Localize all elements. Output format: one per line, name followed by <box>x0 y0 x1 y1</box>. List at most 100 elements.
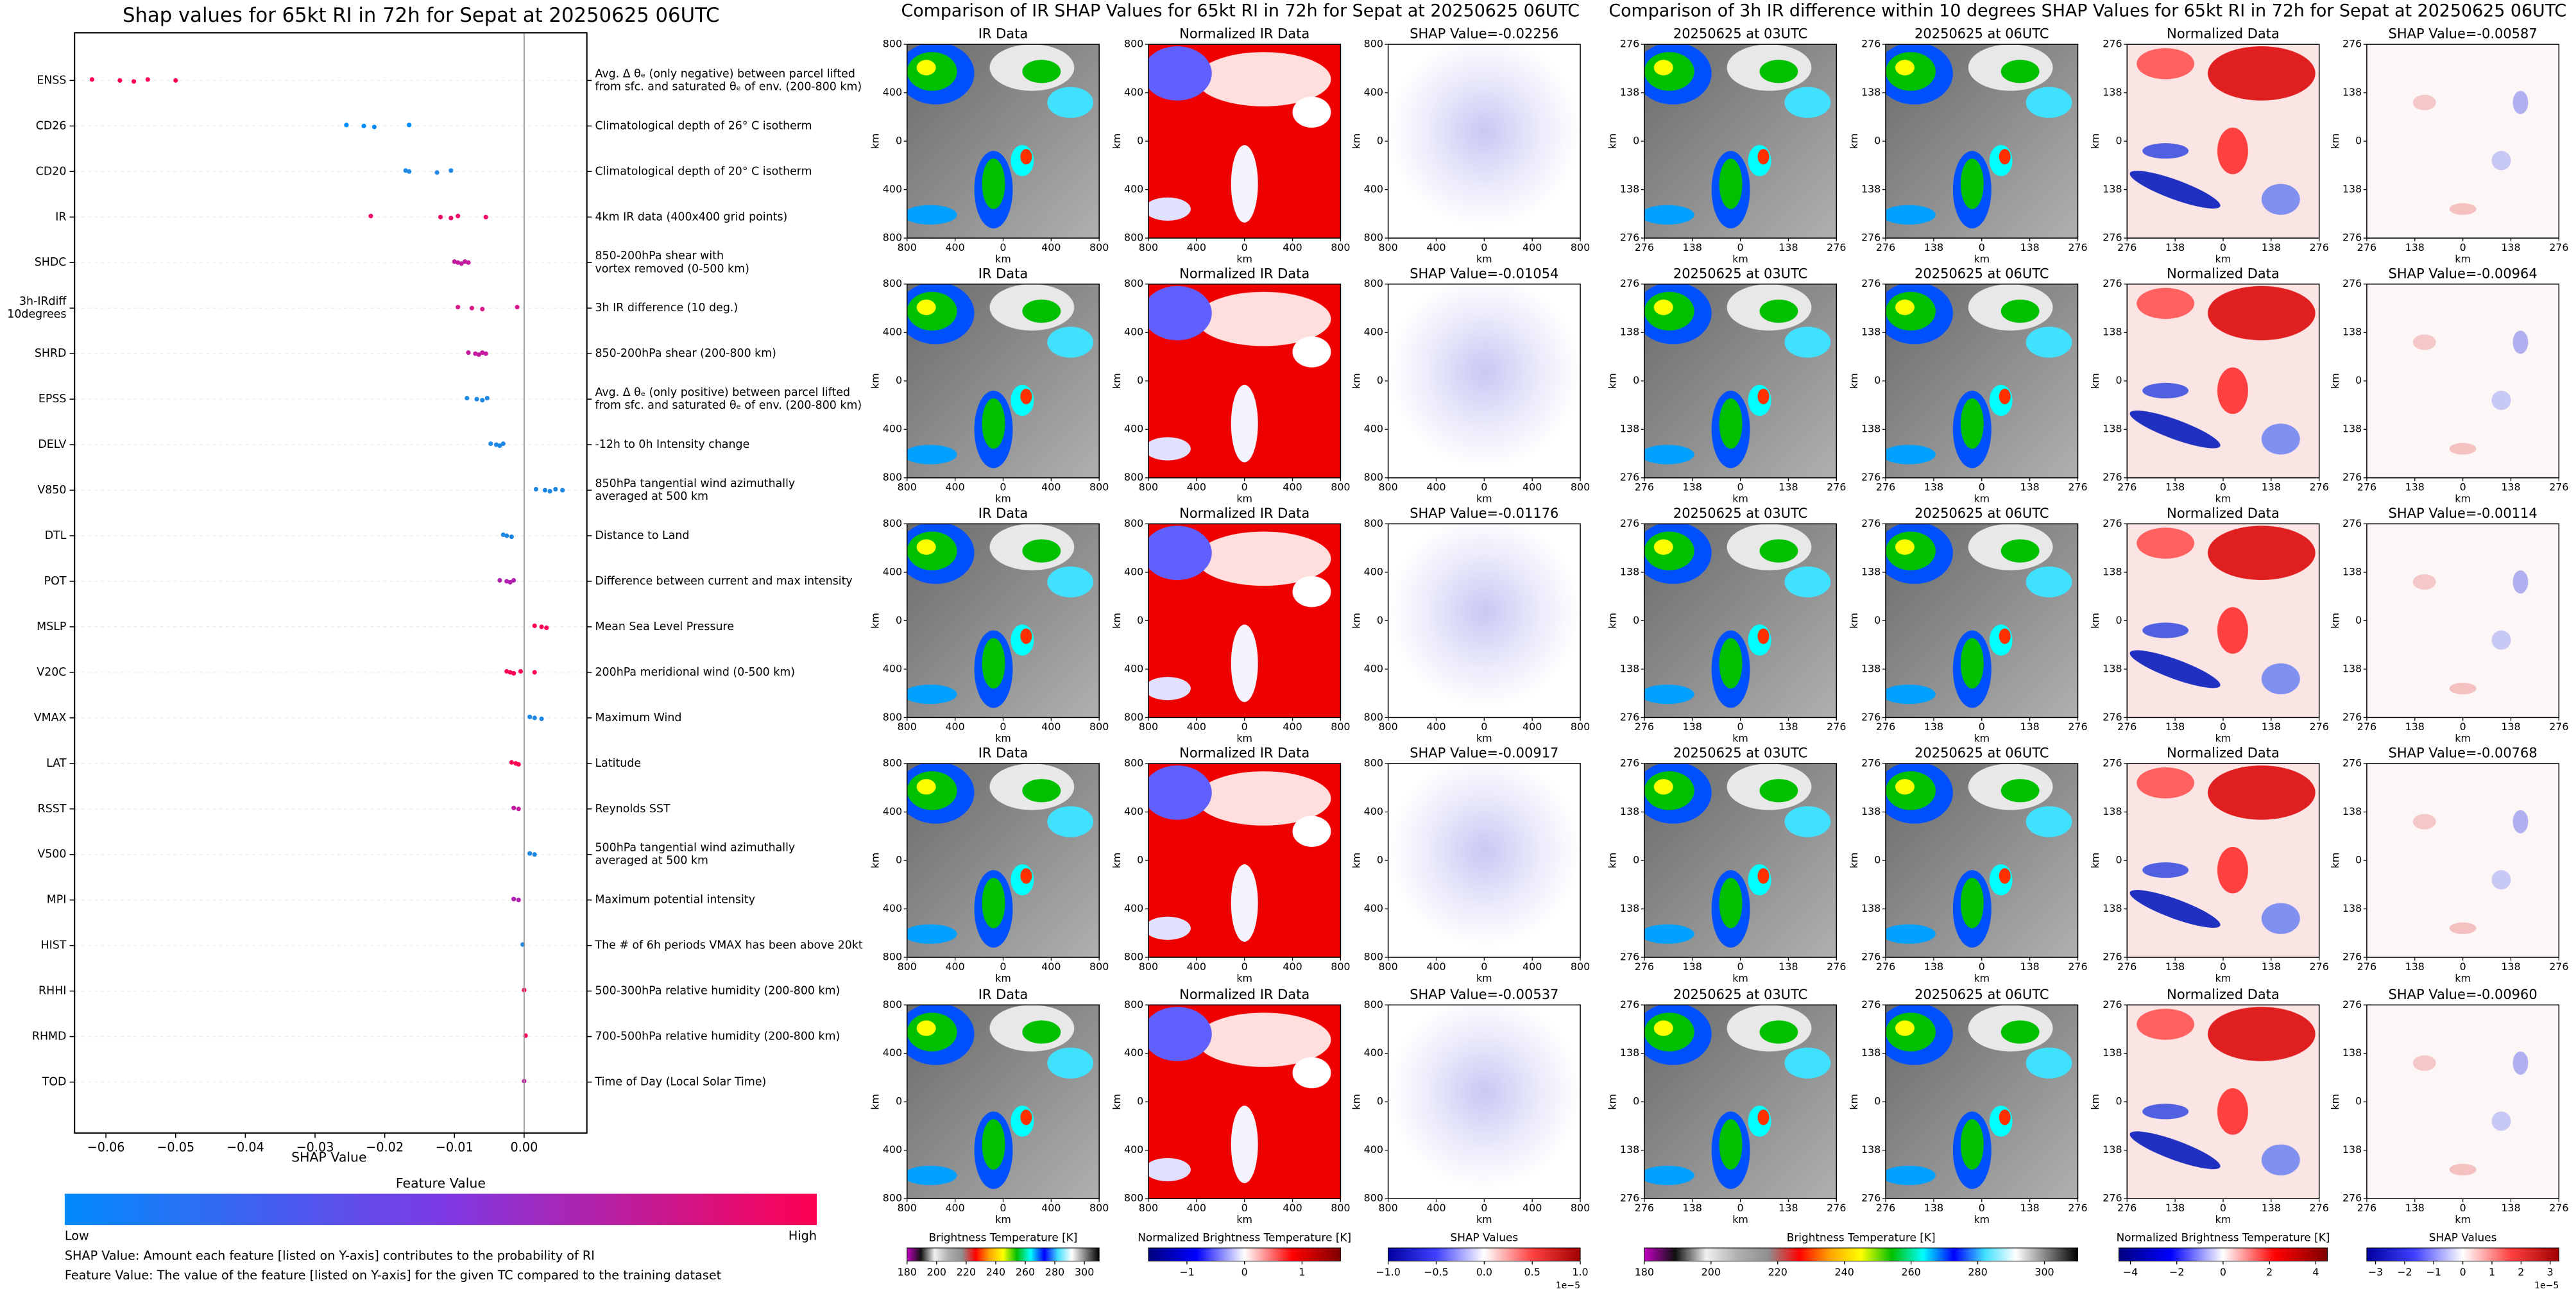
x-tick-label: 276 <box>1876 721 1895 733</box>
x-tick-label: 400 <box>1283 481 1302 493</box>
y-tick-label: 276 <box>1861 277 1881 289</box>
y-axis-label: km <box>2089 853 2101 869</box>
y-tick-label: 400 <box>1364 86 1383 98</box>
y-axis-label: km <box>1111 373 1123 389</box>
x-tick-label: 276 <box>2357 960 2376 973</box>
panel-title: Normalized Data <box>2167 746 2280 761</box>
feature-description: The # of 6h periods VMAX has been above … <box>595 939 863 952</box>
shap-point <box>527 714 533 719</box>
y-tick-label: 400 <box>1364 1046 1383 1059</box>
y-tick-label: 276 <box>2342 38 2362 50</box>
colorbar-tick-label: 260 <box>1901 1266 1920 1278</box>
shap-point <box>344 123 349 128</box>
x-tick-label: 138 <box>1683 960 1702 973</box>
x-tick-label: 276 <box>2357 1202 2376 1214</box>
image-panel <box>1388 44 1581 239</box>
image-panel <box>1148 524 1341 718</box>
x-tick-label: 138 <box>1924 721 1943 733</box>
x-tick-label: 400 <box>1187 721 1206 733</box>
y-tick-label: 400 <box>1124 1143 1143 1156</box>
feature-description: Latitude <box>595 757 642 770</box>
colorbar <box>907 1247 1100 1262</box>
feature-name: CD20 <box>36 165 67 178</box>
x-tick-label: 276 <box>2549 481 2568 493</box>
y-axis-label: km <box>869 853 882 869</box>
y-axis-label: km <box>869 1094 882 1110</box>
panel-title: Normalized Data <box>2167 987 2280 1002</box>
y-axis-label: km <box>2329 373 2341 389</box>
colorbar-label: Brightness Temperature [K] <box>929 1231 1078 1244</box>
y-axis-label: km <box>1350 853 1362 869</box>
y-tick-label: 276 <box>2342 1192 2362 1204</box>
feature-description: 700-500hPa relative humidity (200-800 km… <box>595 1030 840 1043</box>
x-tick-label: 0 <box>2220 721 2226 733</box>
feature-name: V500 <box>37 848 66 861</box>
y-tick-label: 138 <box>2342 1143 2362 1156</box>
y-tick-label: 800 <box>1364 232 1383 244</box>
x-tick-label: 276 <box>2310 960 2329 973</box>
y-tick-label: 400 <box>883 805 902 817</box>
x-tick-label: 276 <box>1635 960 1654 973</box>
feature-name: IR <box>55 210 66 223</box>
y-tick-label: 0 <box>1633 374 1639 386</box>
shap-point <box>456 305 461 310</box>
x-tick-label: 800 <box>1331 721 1350 733</box>
x-tick-label: 138 <box>2020 1202 2039 1214</box>
x-tick-label: 800 <box>1331 241 1350 253</box>
y-tick-label: 400 <box>1124 565 1143 577</box>
shap-point <box>361 123 366 128</box>
y-tick-label: 276 <box>1620 471 1639 483</box>
x-tick-label: 400 <box>1523 721 1542 733</box>
x-tick-label: 138 <box>1778 481 1798 493</box>
group-title: Comparison of 3h IR difference within 10… <box>1608 1 2566 21</box>
image-panel <box>1148 284 1341 478</box>
shap-point <box>515 305 520 310</box>
x-axis-label: km <box>1476 1213 1492 1225</box>
colorbar-label: Normalized Brightness Temperature [K] <box>2117 1231 2330 1244</box>
x-axis-label: km <box>1236 253 1252 265</box>
x-tick-label: 0 <box>2460 960 2466 973</box>
y-tick-label: 276 <box>2103 711 2122 723</box>
colorbar-tick-label: 300 <box>1075 1266 1094 1278</box>
y-tick-label: 138 <box>2342 326 2362 338</box>
x-tick-label: 400 <box>1283 721 1302 733</box>
y-tick-label: 400 <box>1124 86 1143 98</box>
x-tick-label: 0 <box>1241 241 1248 253</box>
colorbar-tick-label: 2 <box>2518 1266 2524 1278</box>
panel-title: 20250625 at 06UTC <box>1915 746 2049 761</box>
y-tick-label: 0 <box>1137 614 1143 626</box>
feature-name: 3h-IRdiff 10degrees <box>7 295 67 321</box>
x-axis-label: km <box>1732 972 1748 984</box>
feature-description: Reynolds SST <box>595 803 670 815</box>
x-tick-label: 800 <box>1089 481 1109 493</box>
shap-point <box>465 396 470 401</box>
shap-point <box>403 168 408 173</box>
feature-name: CD26 <box>36 119 67 132</box>
y-tick-label: 138 <box>2103 1046 2122 1059</box>
y-tick-label: 400 <box>883 183 902 195</box>
x-axis-label: SHAP Value <box>291 1149 366 1165</box>
shap-point <box>500 532 506 538</box>
x-tick-label: 800 <box>1571 1202 1590 1214</box>
x-tick-label: 400 <box>1187 241 1206 253</box>
feature-description: 3h IR difference (10 deg.) <box>595 302 738 314</box>
y-axis-label: km <box>1848 133 1860 149</box>
shap-point <box>483 351 488 356</box>
y-tick-label: 400 <box>1124 423 1143 435</box>
panel-title: 20250625 at 06UTC <box>1915 26 2049 42</box>
x-tick-label: 0.00 <box>511 1140 538 1154</box>
y-tick-label: 276 <box>2103 38 2122 50</box>
x-tick-label: −0.06 <box>87 1140 125 1154</box>
y-tick-label: 276 <box>1620 951 1639 963</box>
y-tick-label: 0 <box>1137 135 1143 147</box>
shap-point <box>456 214 461 219</box>
y-axis-label: km <box>869 133 882 149</box>
y-tick-label: 0 <box>1874 135 1881 147</box>
y-tick-label: 800 <box>883 232 902 244</box>
y-tick-label: 276 <box>2103 277 2122 289</box>
y-tick-label: 0 <box>2355 1095 2362 1107</box>
y-tick-label: 0 <box>1137 854 1143 866</box>
x-tick-label: 400 <box>945 960 964 973</box>
x-tick-label: 0 <box>1979 960 1985 973</box>
x-axis-label: km <box>2215 1213 2231 1225</box>
